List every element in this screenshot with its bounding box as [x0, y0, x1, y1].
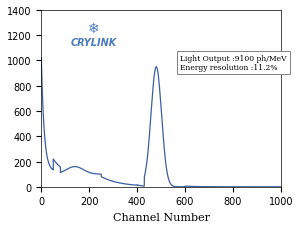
Text: CRYLINK: CRYLINK	[71, 38, 117, 48]
Text: ❄: ❄	[88, 22, 100, 35]
X-axis label: Channel Number: Channel Number	[112, 212, 209, 222]
Text: Light Output :9100 ph/MeV
Energy resolution :11.2%: Light Output :9100 ph/MeV Energy resolut…	[180, 55, 287, 72]
